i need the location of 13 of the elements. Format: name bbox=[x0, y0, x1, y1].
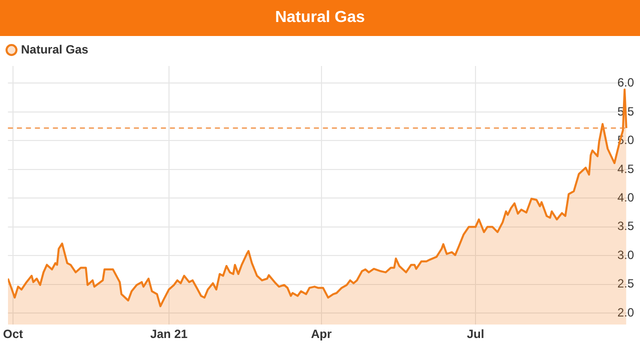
y-tick-label: 3.0 bbox=[617, 248, 634, 262]
y-tick-label: 2.0 bbox=[617, 305, 634, 320]
x-tick-label: Jan 21 bbox=[150, 327, 188, 342]
y-tick-label: 3.5 bbox=[617, 219, 634, 234]
y-tick-label: 4.0 bbox=[617, 190, 634, 204]
y-tick-label: 2.5 bbox=[617, 276, 634, 291]
x-tick-label: Jul bbox=[466, 327, 484, 342]
x-tick-label: Apr bbox=[311, 327, 332, 342]
y-tick-label: 4.5 bbox=[617, 162, 634, 176]
y-tick-label: 6.0 bbox=[617, 76, 634, 90]
legend-label: Natural Gas bbox=[21, 42, 89, 56]
chart-title: Natural Gas bbox=[0, 0, 640, 36]
x-tick-label: Oct bbox=[2, 327, 24, 342]
